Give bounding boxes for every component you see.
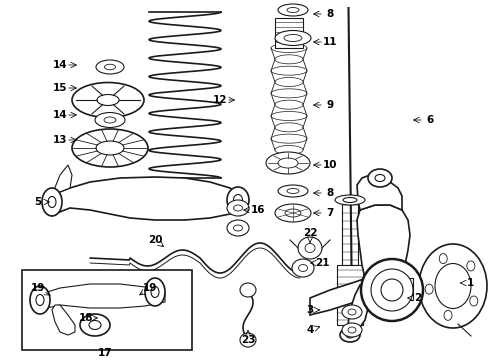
Text: 14: 14: [53, 60, 67, 70]
Ellipse shape: [151, 287, 159, 297]
Bar: [337, 265, 363, 325]
Ellipse shape: [275, 204, 311, 222]
Ellipse shape: [361, 259, 423, 321]
Ellipse shape: [340, 328, 360, 342]
Ellipse shape: [342, 305, 362, 319]
Text: 20: 20: [148, 235, 162, 245]
Text: 19: 19: [143, 283, 157, 293]
Text: 8: 8: [326, 188, 334, 198]
Ellipse shape: [346, 332, 354, 338]
Ellipse shape: [89, 320, 101, 329]
Ellipse shape: [278, 158, 298, 168]
Ellipse shape: [240, 283, 256, 297]
Ellipse shape: [266, 152, 310, 174]
Ellipse shape: [72, 129, 148, 167]
Ellipse shape: [343, 198, 357, 202]
Ellipse shape: [348, 309, 356, 315]
Text: 3: 3: [306, 305, 314, 315]
Text: 14: 14: [53, 110, 67, 120]
Ellipse shape: [287, 189, 299, 194]
Ellipse shape: [275, 31, 311, 45]
Ellipse shape: [36, 294, 44, 306]
Polygon shape: [357, 175, 402, 210]
Text: 8: 8: [326, 9, 334, 19]
Ellipse shape: [72, 82, 144, 117]
Bar: [275, 18, 303, 48]
Ellipse shape: [234, 225, 243, 231]
Ellipse shape: [48, 197, 56, 207]
Ellipse shape: [292, 259, 314, 277]
Ellipse shape: [425, 284, 433, 294]
Text: 12: 12: [213, 95, 227, 105]
Ellipse shape: [444, 310, 452, 320]
Text: 2: 2: [415, 293, 421, 303]
Polygon shape: [348, 285, 368, 330]
Ellipse shape: [335, 195, 365, 205]
Text: 5: 5: [34, 197, 42, 207]
Text: 15: 15: [53, 83, 67, 93]
Ellipse shape: [30, 286, 50, 314]
Ellipse shape: [97, 95, 119, 105]
Text: 18: 18: [79, 313, 93, 323]
Polygon shape: [52, 177, 240, 220]
Text: 6: 6: [426, 115, 434, 125]
Ellipse shape: [240, 333, 256, 347]
Ellipse shape: [470, 296, 478, 306]
Text: 16: 16: [251, 205, 265, 215]
Ellipse shape: [278, 4, 308, 16]
Ellipse shape: [227, 187, 249, 213]
Ellipse shape: [435, 264, 471, 309]
Text: 9: 9: [326, 100, 334, 110]
Text: 13: 13: [53, 135, 67, 145]
Polygon shape: [38, 284, 165, 310]
Polygon shape: [357, 205, 410, 300]
Ellipse shape: [96, 141, 124, 155]
Polygon shape: [310, 270, 395, 315]
Text: 21: 21: [315, 258, 329, 268]
Ellipse shape: [80, 314, 110, 336]
Ellipse shape: [375, 175, 385, 181]
Ellipse shape: [104, 64, 116, 70]
Ellipse shape: [348, 327, 356, 333]
Bar: [342, 200, 358, 265]
Ellipse shape: [419, 244, 487, 328]
Ellipse shape: [234, 194, 243, 206]
Ellipse shape: [305, 243, 315, 252]
Ellipse shape: [145, 278, 165, 306]
Ellipse shape: [96, 60, 124, 74]
Ellipse shape: [467, 261, 475, 271]
Text: 11: 11: [323, 37, 337, 47]
Bar: [395, 278, 413, 300]
Ellipse shape: [298, 237, 322, 259]
Text: 10: 10: [323, 160, 337, 170]
Ellipse shape: [439, 253, 447, 264]
Text: 17: 17: [98, 348, 112, 358]
Polygon shape: [52, 305, 75, 335]
Text: 19: 19: [31, 283, 45, 293]
Ellipse shape: [234, 205, 243, 211]
Text: 4: 4: [306, 325, 314, 335]
Ellipse shape: [371, 269, 413, 311]
Ellipse shape: [284, 35, 302, 41]
Ellipse shape: [285, 209, 301, 217]
Text: 22: 22: [303, 228, 317, 238]
Ellipse shape: [368, 169, 392, 187]
Ellipse shape: [278, 185, 308, 197]
Text: 1: 1: [466, 278, 474, 288]
Ellipse shape: [287, 8, 299, 13]
Ellipse shape: [381, 279, 403, 301]
Ellipse shape: [227, 200, 249, 216]
Ellipse shape: [95, 113, 125, 127]
Polygon shape: [52, 165, 72, 195]
Ellipse shape: [227, 220, 249, 236]
Text: 23: 23: [241, 335, 255, 345]
Ellipse shape: [42, 188, 62, 216]
Ellipse shape: [298, 265, 308, 271]
Ellipse shape: [104, 117, 116, 123]
Text: 7: 7: [326, 208, 334, 218]
Ellipse shape: [342, 323, 362, 337]
Bar: [22, 270, 192, 350]
